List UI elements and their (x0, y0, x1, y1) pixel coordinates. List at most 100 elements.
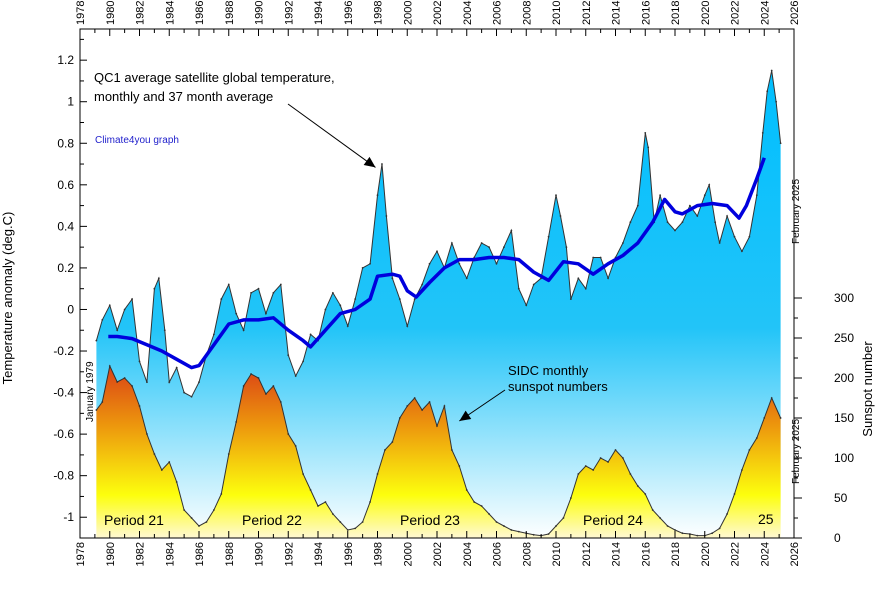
sunspot-label-arrow-head (459, 410, 472, 421)
x-tick-label-top: 2016 (640, 1, 652, 25)
sunspot-point (555, 525, 557, 527)
temperature-monthly-point (532, 283, 535, 286)
temperature-monthly-point (495, 262, 498, 265)
x-tick-label-top: 2000 (402, 1, 414, 25)
temperature-monthly-point (644, 131, 647, 134)
x-tick-label-top: 1982 (135, 1, 147, 25)
temperature-monthly-point (227, 283, 230, 286)
temperature-monthly-point (636, 204, 639, 207)
temperature-monthly-point (138, 360, 141, 363)
y-tick-label-left: 0 (67, 302, 74, 316)
sunspot-point (779, 417, 782, 419)
x-tick-label-bottom: 2004 (462, 542, 474, 566)
period-22-label: Period 22 (242, 512, 302, 528)
sunspot-point (95, 409, 98, 411)
x-tick-label-bottom: 2012 (581, 542, 593, 566)
x-tick-label-bottom: 1998 (373, 542, 385, 566)
sunspot-point (503, 525, 505, 527)
x-tick-label-top: 2004 (462, 1, 474, 25)
sunspot-point (666, 525, 669, 527)
sunspot-point (770, 397, 773, 399)
sunspot-point (116, 381, 119, 383)
temperature-monthly-point (369, 262, 371, 265)
temperature-monthly-point (212, 333, 215, 336)
x-tick-label-bottom: 2024 (759, 542, 771, 566)
sunspot-point (294, 445, 297, 447)
sunspot-point (755, 437, 758, 439)
sunspot-point (250, 373, 252, 375)
temperature-monthly-point (688, 204, 691, 207)
end-date-temperature-label: February 2025 (791, 179, 802, 244)
temperature-monthly-point (488, 246, 490, 249)
x-tick-label-top: 2020 (700, 1, 712, 25)
temperature-monthly-point (157, 277, 160, 280)
sunspot-point (763, 417, 766, 419)
temperature-monthly-point (510, 229, 513, 232)
x-tick-label-bottom: 2000 (402, 542, 414, 566)
temperature-monthly-point (406, 325, 409, 327)
temperature-monthly-point (287, 354, 290, 357)
x-tick-label-bottom: 2014 (611, 542, 623, 566)
sunspot-point (153, 453, 156, 455)
sunspot-point (510, 529, 513, 531)
sunspot-point (346, 529, 349, 531)
temperature-monthly-point (163, 329, 166, 332)
x-tick-label-bottom: 1988 (224, 542, 236, 566)
temperature-monthly-point (123, 308, 126, 311)
temperature-series-label-line2: monthly and 37 month average (94, 89, 273, 104)
x-tick-label-top: 2010 (551, 1, 563, 25)
x-tick-label-top: 2024 (759, 1, 771, 25)
temperature-monthly-point (696, 215, 699, 217)
temperature-monthly-point (577, 277, 580, 280)
sunspot-point (696, 534, 699, 537)
x-tick-label-bottom: 1984 (164, 542, 176, 566)
sunspot-point (309, 489, 312, 491)
y-tick-label-right: 50 (834, 491, 848, 505)
climate4you-watermark: Climate4you graph (95, 135, 179, 146)
temperature-monthly-point (450, 242, 453, 244)
y-tick-label-left: 0.4 (57, 219, 74, 233)
temperature-monthly-point (302, 360, 305, 363)
temperature-monthly-point (183, 391, 186, 394)
x-tick-label-top: 1990 (254, 1, 266, 25)
x-tick-label-top: 1998 (373, 1, 385, 25)
temperature-monthly-point (647, 146, 650, 149)
sunspot-point (406, 405, 409, 407)
x-tick-label-bottom: 1986 (194, 542, 206, 566)
temperature-monthly-point (718, 242, 721, 244)
temperature-monthly-point (391, 277, 394, 280)
sunspot-point (302, 473, 305, 475)
sunspot-point (324, 501, 327, 503)
x-tick-label-bottom: 1982 (135, 542, 147, 566)
temperature-monthly-point (770, 69, 773, 72)
sunspot-point (592, 469, 595, 471)
y-tick-label-left: 0.8 (57, 136, 74, 150)
sunspot-point (108, 365, 111, 367)
x-tick-label-top: 1980 (105, 1, 117, 25)
sunspot-series-label-line1: SIDC monthly (508, 363, 589, 378)
x-tick-label-bottom: 1980 (105, 542, 117, 566)
plot-area (95, 69, 782, 538)
x-tick-label-top: 2026 (789, 1, 801, 25)
x-tick-label-bottom: 2022 (730, 542, 742, 566)
x-tick-label-top: 2002 (432, 1, 444, 25)
sunspot-point (205, 521, 208, 523)
temperature-monthly-point (257, 287, 260, 290)
x-tick-label-top: 1994 (313, 1, 325, 25)
temperature-monthly-point (346, 325, 349, 327)
y-tick-label-left: -0.8 (53, 469, 74, 483)
sunspot-point (175, 481, 178, 483)
temperature-monthly-point (385, 215, 388, 217)
sunspot-point (235, 421, 238, 423)
sunspot-point (436, 425, 438, 427)
sunspot-point (168, 461, 171, 463)
temperature-series-label-line1: QC1 average satellite global temperature… (94, 70, 335, 85)
temperature-monthly-point (398, 298, 401, 300)
temperature-monthly-point (279, 283, 282, 286)
sunspot-point (607, 461, 609, 463)
temperature-monthly-point (569, 298, 572, 300)
sunspot-point (361, 521, 364, 523)
temperature-monthly-line (95, 70, 782, 398)
temperature-monthly-point (741, 250, 743, 253)
